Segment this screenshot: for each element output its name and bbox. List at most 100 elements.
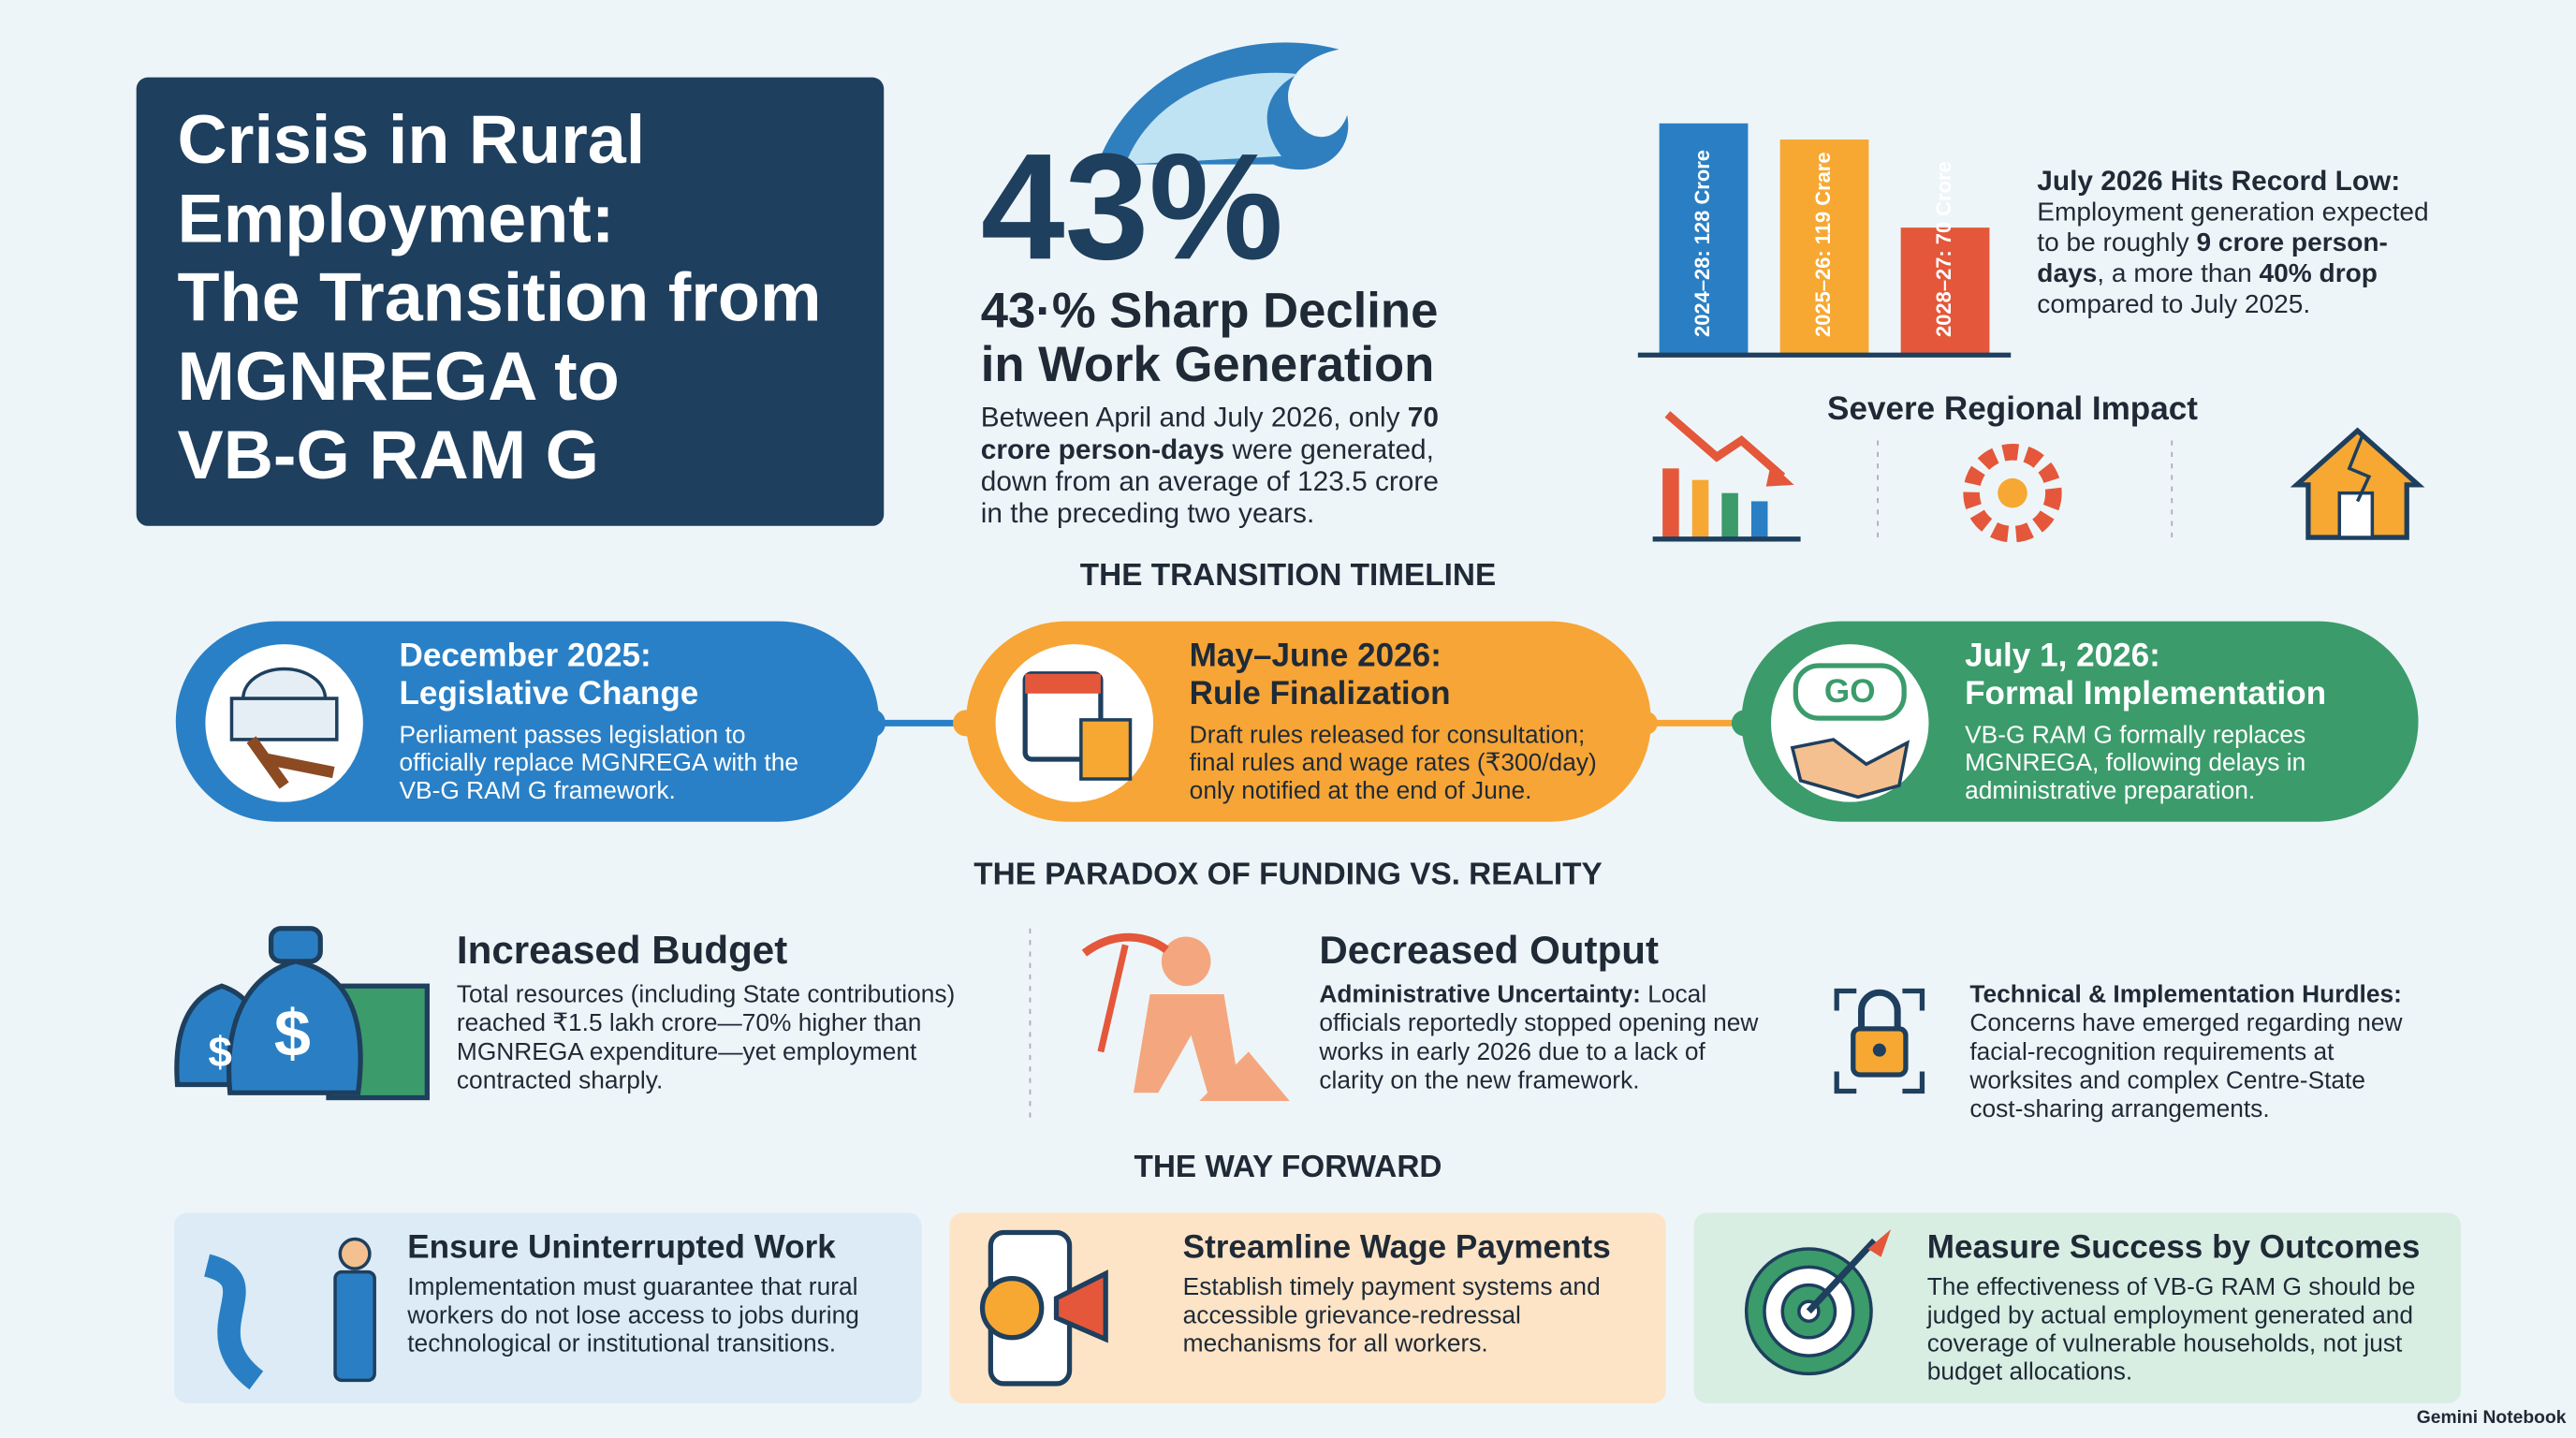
paradox-body: Total resources (including State contrib…: [457, 980, 955, 1008]
money-icon: $ $: [174, 926, 430, 1101]
bar: [1900, 227, 1990, 354]
title-line: Employment:: [178, 179, 615, 257]
callout-body: to be roughly 9 crore person-: [2037, 228, 2388, 257]
paradox-body: reached ₹1.5 lakh crore—70% higher than: [457, 1008, 922, 1036]
arrow-icon: [1806, 1238, 1878, 1314]
forward-body: technological or institutional transitio…: [407, 1328, 836, 1357]
worker-body: [333, 1269, 376, 1383]
gear-icon: [1963, 444, 2062, 543]
document-icon: [1079, 718, 1133, 781]
coin-icon: [979, 1275, 1045, 1341]
timeline-body: MGNREGA, following delays in: [1965, 748, 2305, 776]
bar-label: 2028–27: 70 Crore: [1932, 161, 1955, 337]
timeline-title: Rule Finalization: [1190, 675, 1451, 712]
svg-text:$: $: [274, 996, 311, 1070]
headline-title: in Work Generation: [981, 337, 1435, 392]
forward-body: The effectiveness of VB-G RAM G should b…: [1927, 1272, 2416, 1300]
road-icon: [203, 1254, 264, 1390]
forward-body: workers do not lose access to jobs durin…: [406, 1300, 859, 1328]
timeline-body: administrative preparation.: [1965, 776, 2255, 804]
headline-body: crore person-days were generated,: [981, 434, 1434, 465]
headline-body: down from an average of 123.5 crore: [981, 466, 1439, 497]
parliament-icon: [229, 667, 339, 741]
badge-text: GO: [1824, 673, 1876, 710]
callout-title: July 2026 Hits Record Low:: [2037, 166, 2400, 197]
house-icon: [2290, 427, 2425, 540]
timeline-body: VB-G RAM G framework.: [399, 776, 675, 804]
paradox-body: clarity on the new framework.: [1319, 1065, 1639, 1093]
headline-body: Between April and July 2026, only 70: [981, 403, 1439, 433]
text-run: to be roughly: [2037, 228, 2196, 257]
forward-card: [1693, 1212, 2462, 1403]
arrow-fletch: [1867, 1228, 1892, 1257]
paradox-title: Increased Budget: [457, 928, 787, 972]
decline-chart-icon: [1652, 411, 1801, 542]
text-run: were generated,: [1224, 434, 1434, 465]
title-line: The Transition from: [178, 258, 822, 336]
text-run: , a more than: [2097, 258, 2259, 287]
paradox-body: contracted sharply.: [457, 1065, 663, 1093]
timeline-body: Perliament passes legislation to: [399, 720, 745, 748]
big-stat: 43%: [981, 123, 1283, 291]
paradox-body: worksites and complex Centre-State: [1969, 1065, 2365, 1093]
text-run: 70: [1408, 403, 1439, 433]
megaphone-icon: [1053, 1269, 1108, 1343]
wave-icon: [1097, 42, 1349, 170]
timeline-title: May–June 2026:: [1190, 637, 1442, 673]
paradox-body: Concerns have emerged regarding new: [1969, 1008, 2403, 1036]
worker-head: [338, 1237, 372, 1270]
callout-body: Employment generation expected: [2037, 198, 2428, 227]
timeline-body: officially replace MGNREGA with the: [399, 748, 798, 776]
bar-label: 2024–28: 128 Crore: [1690, 150, 1714, 337]
bar-label: 2025–26: 119 Crare: [1811, 152, 1835, 336]
paradox-body: cost-sharing arrangements.: [1969, 1094, 2269, 1123]
lock-icon: [1834, 988, 1925, 1094]
paradox-body: Technical & Implementation Hurdles:: [1969, 980, 2402, 1008]
section-heading: THE PARADOX OF FUNDING VS. REALITY: [973, 857, 1603, 891]
forward-body: budget allocations.: [1927, 1357, 2132, 1386]
title-line: Crisis in Rural: [178, 100, 646, 178]
forward-title: Streamline Wage Payments: [1183, 1228, 1611, 1265]
forward-card: [949, 1212, 1666, 1403]
gavel-icon: [246, 736, 335, 789]
svg-text:$: $: [208, 1028, 231, 1076]
timeline-body: only notified at the end of June.: [1190, 776, 1532, 804]
worker-icon: [1081, 932, 1290, 1102]
paradox-title: Decreased Output: [1319, 928, 1659, 972]
section-heading: THE TRANSITION TIMELINE: [1080, 558, 1496, 593]
callout-body: days, a more than 40% drop: [2037, 258, 2378, 287]
timeline-title: December 2025:: [399, 637, 651, 673]
handshake-icon: [1790, 738, 1910, 800]
paradox-body: MGNREGA expenditure—yet employment: [457, 1037, 917, 1065]
text-run: Local: [1641, 980, 1706, 1008]
forward-body: mechanisms for all workers.: [1183, 1328, 1488, 1357]
calendar-top: [1025, 673, 1101, 694]
section-heading: THE WAY FORWARD: [1134, 1150, 1442, 1184]
badge-box: [1793, 663, 1907, 721]
forward-body: Establish timely payment systems and: [1183, 1272, 1601, 1300]
timeline-body: VB-G RAM G formally replaces: [1965, 720, 2305, 748]
paradox-body: Administrative Uncertainty: Local: [1319, 980, 1706, 1008]
timeline-body: Draft rules released for consultation;: [1190, 720, 1586, 748]
forward-body: judged by actual employment generated an…: [1926, 1300, 2413, 1328]
bar: [1779, 139, 1869, 354]
title-box: [136, 77, 885, 526]
forward-title: Measure Success by Outcomes: [1927, 1228, 2421, 1265]
headline-body: in the preceding two years.: [981, 498, 1314, 529]
section-title: Severe Regional Impact: [1827, 390, 2198, 427]
footer-brand: Gemini Notebook: [2417, 1408, 2567, 1428]
title-line: VB-G RAM G: [178, 416, 599, 493]
timeline-title: Legislative Change: [399, 675, 698, 712]
timeline-body: final rules and wage rates (₹300/day): [1190, 748, 1597, 776]
text-run: 9 crore person-: [2196, 228, 2387, 257]
text-run: 40% drop: [2260, 258, 2378, 287]
paradox-body: facial-recognition requirements at: [1969, 1037, 2334, 1065]
paradox-body: works in early 2026 due to a lack of: [1318, 1037, 1705, 1065]
forward-title: Ensure Uninterrupted Work: [407, 1228, 836, 1265]
forward-body: Implementation must guarantee that rural: [407, 1272, 857, 1300]
bar: [1659, 123, 1749, 354]
callout-body: compared to July 2025.: [2037, 289, 2310, 318]
headline-title: 43·% Sharp Decline: [981, 283, 1439, 338]
